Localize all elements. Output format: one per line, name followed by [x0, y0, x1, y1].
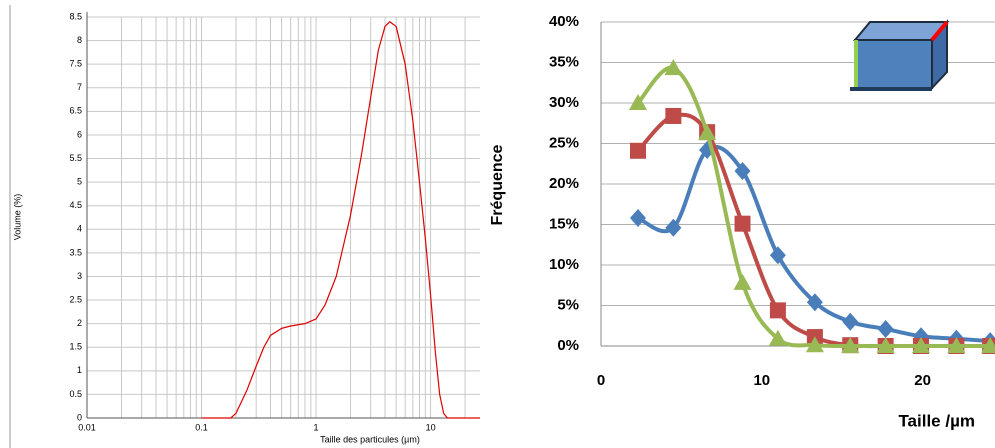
marker: [805, 336, 824, 353]
marker: [981, 337, 995, 353]
marker: [698, 123, 717, 140]
y-tick-label: 40%: [549, 13, 579, 30]
series-line: [637, 144, 991, 344]
marker: [769, 246, 786, 265]
y-tick-label: 0%: [557, 337, 579, 354]
y-tick-label: 8.5: [69, 11, 82, 21]
series-line: [201, 21, 480, 419]
y-tick-label: 2: [77, 318, 82, 328]
marker: [629, 209, 646, 228]
x-tick-label: 0: [597, 372, 605, 389]
x-tick-label: 20: [914, 372, 931, 389]
y-tick-label: 4: [77, 224, 82, 234]
marker: [876, 337, 895, 353]
y-tick-label: 30%: [549, 94, 579, 111]
marker: [733, 273, 752, 290]
y-tick-label: 10%: [549, 256, 579, 273]
y-tick-label: 5.5: [69, 153, 82, 163]
x-tick-label: 0.01: [78, 422, 96, 432]
marker: [912, 337, 931, 353]
x-tick-label: 10: [753, 372, 770, 389]
marker: [877, 319, 894, 338]
marker: [769, 302, 786, 319]
y-tick-label: 7.5: [69, 59, 82, 69]
marker: [665, 218, 682, 237]
y-tick-label: 35%: [549, 53, 579, 70]
marker: [947, 337, 966, 353]
marker: [629, 142, 646, 159]
y-tick-label: 0.5: [69, 389, 82, 399]
x-tick-label: 10: [426, 422, 436, 432]
y-tick-label: 5%: [557, 296, 579, 313]
marker: [665, 107, 682, 124]
y-tick-label: 1.5: [69, 342, 82, 352]
marker: [842, 312, 859, 331]
y-axis-label: Volume (%): [12, 194, 22, 241]
y-tick-label: 8: [77, 35, 82, 45]
x-axis-label: Taille des particules (µm): [320, 434, 420, 444]
marker: [734, 215, 751, 232]
y-tick-label: 1: [77, 365, 82, 375]
y-tick-label: 5: [77, 176, 82, 186]
y-tick-label: 6.5: [69, 106, 82, 116]
marker: [806, 293, 823, 312]
y-tick-label: 15%: [549, 215, 579, 232]
box-icon: [850, 19, 950, 91]
y-tick-label: 6: [77, 129, 82, 139]
marker: [768, 329, 787, 346]
x-tick-label: 0.1: [195, 422, 208, 432]
x-axis-label: Taille /µm: [898, 411, 975, 430]
y-tick-label: 0: [77, 412, 82, 422]
marker: [841, 337, 860, 353]
y-tick-label: 2.5: [69, 294, 82, 304]
marker: [664, 59, 683, 76]
marker: [628, 94, 647, 110]
marker: [734, 162, 751, 181]
y-tick-label: 4.5: [69, 200, 82, 210]
y-tick-label: 7: [77, 82, 82, 92]
y-tick-label: 3: [77, 271, 82, 281]
y-tick-label: 20%: [549, 175, 579, 192]
y-axis-label: Fréquence: [489, 144, 506, 225]
x-tick-label: 1: [314, 422, 319, 432]
series-line: [636, 65, 991, 349]
y-tick-label: 25%: [549, 134, 579, 151]
y-tick-label: 3.5: [69, 247, 82, 257]
series-line: [636, 112, 991, 349]
